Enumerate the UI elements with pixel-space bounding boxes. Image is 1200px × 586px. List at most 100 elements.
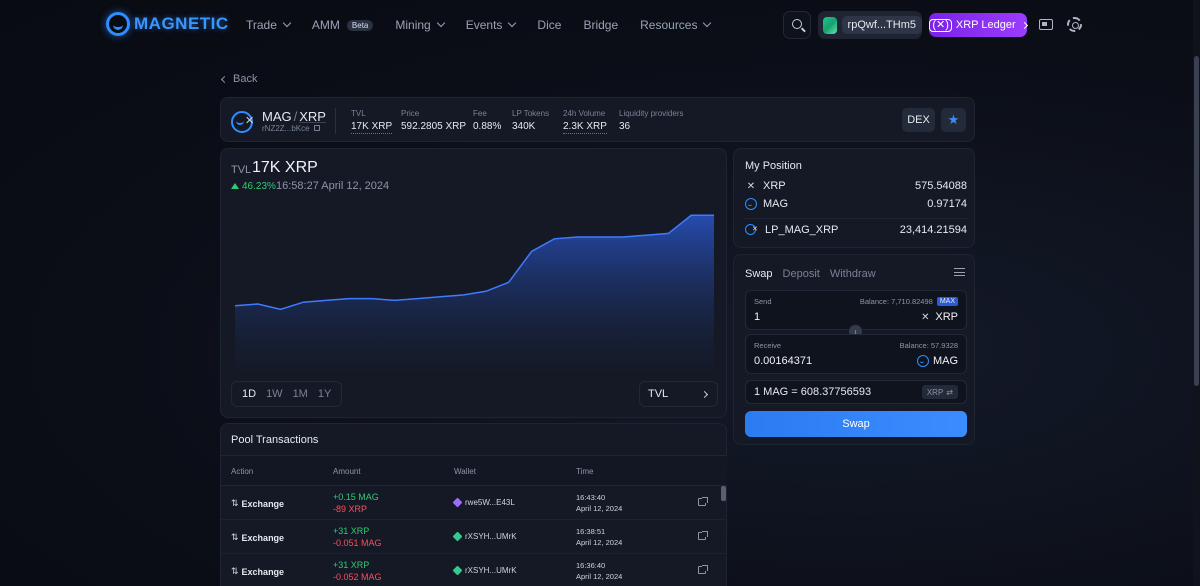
swap-card: Swap Deposit Withdraw Send Balance: 7,71… bbox=[733, 254, 975, 445]
exchange-icon: ⇅ bbox=[231, 498, 239, 508]
wallet-link[interactable]: rXSYH...UMrK bbox=[452, 531, 517, 542]
position-row-xrp: ✕ XRP 575.54088 bbox=[746, 180, 967, 192]
wallet-gem-icon bbox=[452, 565, 463, 576]
chart-card: TVL 17K XRP 46.23% 16:58:27 April 12, 20… bbox=[220, 148, 727, 418]
nav-item-events[interactable]: Events bbox=[466, 18, 517, 32]
table-row: ⇅ Exchange +0.15 MAG -89 XRP rwe5W...E43L … bbox=[221, 486, 727, 520]
receive-field[interactable]: Receive Balance: 57.9328 0.00164371 MAG bbox=[745, 334, 967, 374]
chevron-down-icon bbox=[436, 18, 445, 28]
chevron-left-icon bbox=[220, 75, 229, 83]
pool-transactions-card: Pool Transactions Action Amount Wallet T… bbox=[220, 423, 727, 586]
range-1y[interactable]: 1Y bbox=[317, 388, 332, 400]
chevron-down-icon bbox=[508, 18, 517, 28]
transactions-header: Action Amount Wallet Time bbox=[221, 455, 727, 486]
stat-fee: Fee 0.88% bbox=[473, 109, 502, 132]
tab-deposit[interactable]: Deposit bbox=[782, 268, 820, 280]
swap-arrows-icon: ⇄ bbox=[946, 387, 953, 397]
transactions-title: Pool Transactions bbox=[231, 434, 319, 446]
top-nav: MAGNETIC Trade AMM Beta Mining Events Dic… bbox=[0, 0, 1200, 50]
external-link-icon[interactable] bbox=[698, 497, 708, 506]
beta-badge: Beta bbox=[346, 19, 374, 31]
quote-token-link[interactable]: XRP bbox=[299, 109, 326, 124]
gear-icon[interactable] bbox=[1067, 17, 1082, 32]
brand-logo[interactable]: MAGNETIC bbox=[106, 12, 229, 36]
nav-item-resources[interactable]: Resources bbox=[640, 18, 712, 32]
tab-withdraw[interactable]: Withdraw bbox=[829, 268, 876, 280]
xrp-icon: ✕ bbox=[746, 180, 756, 192]
table-row: ⇅ Exchange +31 XRP -0.052 MAG rXSYH...UMrK… bbox=[221, 554, 727, 586]
swap-button[interactable]: Swap bbox=[745, 411, 967, 437]
search-icon bbox=[792, 19, 802, 29]
receive-input[interactable]: 0.00164371 bbox=[754, 355, 813, 367]
exchange-icon: ⇅ bbox=[231, 566, 239, 576]
dex-button[interactable]: DEX bbox=[902, 108, 935, 132]
wallet-link[interactable]: rwe5W...E43L bbox=[452, 497, 515, 508]
arrow-down-icon: ↓ bbox=[853, 326, 858, 337]
xrp-icon: ✕ bbox=[921, 311, 930, 323]
position-title: My Position bbox=[745, 160, 802, 172]
wallet-link[interactable]: rXSYH...UMrK bbox=[452, 565, 517, 576]
magnetic-logo-icon bbox=[106, 12, 130, 36]
wallet-avatar-icon bbox=[823, 16, 837, 34]
chart-timestamp: 16:58:27 April 12, 2024 bbox=[276, 180, 390, 192]
receive-token-selector[interactable]: MAG bbox=[916, 355, 958, 367]
back-link[interactable]: Back bbox=[220, 73, 257, 85]
arrow-up-icon bbox=[231, 183, 239, 189]
wallet-button[interactable]: rpQwf...THm5 bbox=[818, 11, 922, 39]
my-position-card: My Position ✕ XRP 575.54088 MAG 0.97174 … bbox=[733, 148, 975, 248]
exchange-rate: 1 MAG = 608.37756593 XRP ⇄ bbox=[745, 380, 967, 404]
tvl-area bbox=[235, 215, 714, 371]
stat-lp-tokens: LP Tokens 340K bbox=[512, 109, 550, 132]
nav-item-trade[interactable]: Trade bbox=[246, 18, 292, 32]
chart-value: 17K XRP bbox=[252, 159, 318, 176]
nav-item-mining[interactable]: Mining bbox=[395, 18, 445, 32]
send-field[interactable]: Send Balance: 7,710.82498 MAX 1 ✕ XRP bbox=[745, 290, 967, 330]
favorite-button[interactable]: ★ bbox=[941, 108, 966, 132]
copy-icon[interactable] bbox=[313, 125, 320, 131]
tvl-chart[interactable] bbox=[221, 149, 728, 419]
nav-item-dice[interactable]: Dice bbox=[537, 18, 562, 32]
xrp-ledger-icon: (✕) bbox=[929, 18, 952, 32]
brand-name: MAGNETIC bbox=[134, 14, 229, 33]
mag-icon bbox=[916, 355, 929, 367]
table-scrollbar-thumb[interactable] bbox=[721, 486, 726, 501]
nav-item-amm[interactable]: AMM Beta bbox=[312, 18, 374, 32]
wallet-address: rpQwf...THm5 bbox=[841, 16, 922, 34]
network-selector[interactable]: (✕) XRP Ledger bbox=[929, 13, 1028, 37]
page-scrollbar-thumb[interactable] bbox=[1194, 56, 1199, 386]
search-button[interactable] bbox=[783, 11, 811, 39]
star-icon: ★ bbox=[947, 112, 960, 127]
send-balance: Balance: 7,710.82498 bbox=[859, 297, 933, 306]
chevron-right-icon bbox=[700, 390, 709, 399]
tvl-line bbox=[234, 214, 714, 311]
nav-menu: Trade AMM Beta Mining Events Dice Bridge … bbox=[246, 18, 732, 32]
metric-select[interactable]: TVL bbox=[639, 381, 718, 407]
stat-liquidity-providers: Liquidity providers 36 bbox=[619, 109, 684, 132]
wallet-gem-icon bbox=[452, 531, 463, 542]
external-link-icon[interactable] bbox=[698, 531, 708, 540]
range-1m[interactable]: 1M bbox=[292, 388, 308, 400]
stat-tvl: TVL 17K XRP bbox=[351, 109, 393, 134]
range-1w[interactable]: 1W bbox=[266, 388, 283, 400]
nav-item-bridge[interactable]: Bridge bbox=[583, 18, 619, 32]
lp-icon bbox=[745, 224, 759, 236]
network-label: XRP Ledger bbox=[955, 19, 1016, 31]
mag-icon bbox=[231, 111, 253, 133]
exchange-icon: ⇅ bbox=[231, 532, 239, 542]
max-button[interactable]: MAX bbox=[936, 297, 958, 306]
range-selector: 1D 1W 1M 1Y bbox=[231, 381, 343, 407]
tab-swap[interactable]: Swap bbox=[745, 268, 773, 280]
pair-title: MAG / XRP bbox=[262, 109, 326, 124]
settings-sliders-icon[interactable] bbox=[954, 267, 965, 277]
chevron-down-icon bbox=[703, 18, 712, 28]
pool-issuer: rNZ2Z...bKce bbox=[262, 124, 320, 133]
rate-unit-toggle[interactable]: XRP ⇄ bbox=[921, 385, 958, 399]
news-icon[interactable] bbox=[1039, 19, 1053, 30]
receive-balance: Balance: 57.9328 bbox=[899, 341, 958, 350]
range-1d[interactable]: 1D bbox=[242, 388, 257, 400]
chevron-down-icon bbox=[282, 18, 292, 28]
send-input[interactable]: 1 bbox=[754, 311, 761, 323]
external-link-icon[interactable] bbox=[698, 565, 708, 574]
send-token-selector[interactable]: ✕ XRP bbox=[921, 311, 958, 323]
chevron-right-icon bbox=[1020, 21, 1028, 29]
